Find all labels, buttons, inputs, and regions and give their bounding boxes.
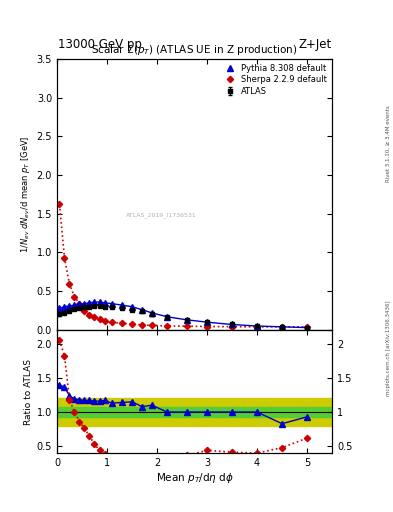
Pythia 8.308 default: [82, 301, 87, 307]
Sherpa 2.2.9 default: [92, 314, 97, 320]
Sherpa 2.2.9 default: [67, 281, 72, 287]
Sherpa 2.2.9 default: [62, 255, 67, 261]
Pythia 8.308 default: [77, 301, 82, 307]
Text: ATLAS_2019_I1736531: ATLAS_2019_I1736531: [126, 212, 197, 218]
Sherpa 2.2.9 default: [305, 324, 309, 330]
Text: Rivet 3.1.10, ≥ 3.4M events: Rivet 3.1.10, ≥ 3.4M events: [386, 105, 391, 182]
Pythia 8.308 default: [110, 301, 114, 307]
Line: Sherpa 2.2.9 default: Sherpa 2.2.9 default: [57, 202, 309, 329]
Pythia 8.308 default: [87, 300, 92, 306]
Pythia 8.308 default: [130, 304, 134, 310]
Text: mcplots.cern.ch [arXiv:1306.3436]: mcplots.cern.ch [arXiv:1306.3436]: [386, 301, 391, 396]
Sherpa 2.2.9 default: [165, 323, 169, 329]
X-axis label: Mean $p_T$/d$\eta$ d$\phi$: Mean $p_T$/d$\eta$ d$\phi$: [156, 471, 233, 485]
Y-axis label: Ratio to ATLAS: Ratio to ATLAS: [24, 358, 33, 424]
Sherpa 2.2.9 default: [110, 319, 114, 326]
Sherpa 2.2.9 default: [185, 323, 189, 329]
Pythia 8.308 default: [102, 300, 107, 306]
Pythia 8.308 default: [140, 307, 144, 313]
Pythia 8.308 default: [205, 319, 209, 325]
Legend: Pythia 8.308 default, Sherpa 2.2.9 default, ATLAS: Pythia 8.308 default, Sherpa 2.2.9 defau…: [218, 60, 331, 99]
Y-axis label: $1/N_{ev}$ $dN_{ev}$/d mean $p_T$ [GeV]: $1/N_{ev}$ $dN_{ev}$/d mean $p_T$ [GeV]: [20, 136, 33, 253]
Pythia 8.308 default: [255, 323, 259, 329]
Sherpa 2.2.9 default: [57, 201, 62, 207]
Sherpa 2.2.9 default: [82, 308, 87, 314]
Pythia 8.308 default: [230, 322, 234, 328]
Sherpa 2.2.9 default: [77, 301, 82, 307]
Sherpa 2.2.9 default: [255, 324, 259, 330]
Sherpa 2.2.9 default: [72, 293, 77, 300]
Pythia 8.308 default: [92, 299, 97, 305]
Pythia 8.308 default: [72, 302, 77, 308]
Pythia 8.308 default: [67, 303, 72, 309]
Sherpa 2.2.9 default: [130, 321, 134, 327]
Text: 13000 GeV pp: 13000 GeV pp: [58, 38, 142, 51]
Pythia 8.308 default: [165, 314, 169, 320]
Pythia 8.308 default: [119, 302, 124, 308]
Text: Z+Jet: Z+Jet: [298, 38, 331, 51]
Pythia 8.308 default: [185, 317, 189, 323]
Sherpa 2.2.9 default: [119, 321, 124, 327]
Line: Pythia 8.308 default: Pythia 8.308 default: [57, 299, 310, 330]
Title: Scalar $\Sigma(p_T)$ (ATLAS UE in Z production): Scalar $\Sigma(p_T)$ (ATLAS UE in Z prod…: [91, 44, 298, 57]
Sherpa 2.2.9 default: [87, 312, 92, 318]
Sherpa 2.2.9 default: [230, 324, 234, 330]
Sherpa 2.2.9 default: [97, 316, 102, 323]
Pythia 8.308 default: [97, 299, 102, 305]
Sherpa 2.2.9 default: [280, 324, 285, 330]
Sherpa 2.2.9 default: [140, 322, 144, 328]
Sherpa 2.2.9 default: [102, 318, 107, 324]
Pythia 8.308 default: [305, 325, 309, 331]
Pythia 8.308 default: [280, 324, 285, 330]
Sherpa 2.2.9 default: [205, 324, 209, 330]
Pythia 8.308 default: [57, 305, 62, 311]
Sherpa 2.2.9 default: [150, 323, 154, 329]
Pythia 8.308 default: [62, 304, 67, 310]
Pythia 8.308 default: [150, 310, 154, 316]
